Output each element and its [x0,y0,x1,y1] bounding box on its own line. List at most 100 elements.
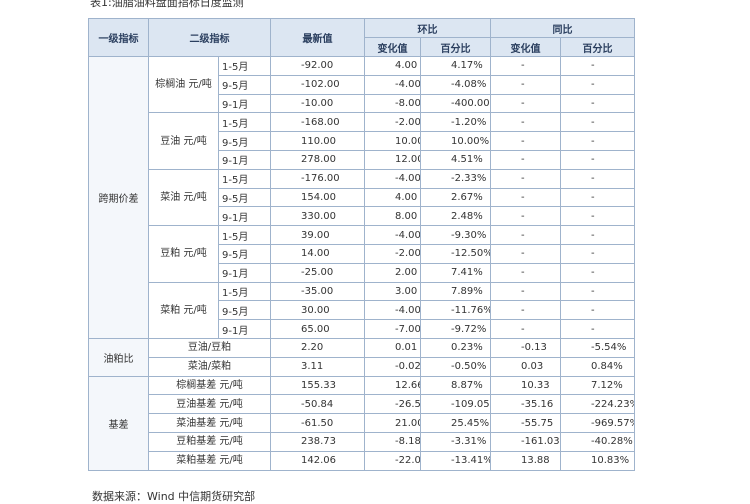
table-cell: 9-1月 [218,93,271,114]
table-cell: 基差 [88,375,149,471]
table-cell: -25.00 [270,262,365,283]
header-cell: 环比 [364,18,491,38]
table-row: 油粕比 豆油/豆粕 2.20 0.01 0.23% -0.13 -5.54% [88,337,635,377]
table-cell: -13.41% [420,450,491,471]
table-cell: -10.00 [270,93,365,114]
table-cell: 12.66 [364,375,421,396]
table-row: 菜油/菜粕 3.11 -0.02 -0.50% 0.03 0.84% [89,356,635,377]
table-cell: 65.00 [270,319,365,339]
table-row: 菜粕 元/吨 1-5月 -35.00 3.00 7.89% - - [89,281,635,339]
table-cell: - [560,93,635,114]
table-cell: 9-5月 [218,131,271,151]
table-cell: - [560,319,635,339]
table-cell: - [560,243,635,264]
table-row: 9-1月 330.00 8.00 2.48% - - [89,206,635,227]
table-cell: 跨期价差 [88,56,149,339]
table-cell: 9-5月 [218,243,271,264]
table-cell: - [560,74,635,95]
table-cell: -2.00 [364,243,421,264]
header-cell: 同比 [490,18,635,38]
table-cell: -0.13 [490,337,561,358]
table-cell: 棕榈基差 元/吨 [148,375,271,396]
table-cell: - [490,93,561,114]
table-cell: 9-1月 [218,319,271,339]
table-cell: -5.54% [560,337,635,358]
table-cell: -7.00 [364,319,421,339]
table-cell: -4.08% [420,74,491,95]
table-cell: -22.00 [364,450,421,471]
table-cell: 菜油/菜粕 [148,356,271,377]
table-cell: - [490,74,561,95]
table-cell: 10.00 [364,131,421,151]
table-cell: 菜粕 元/吨 [148,281,219,339]
table-cell: -35.16 [490,394,561,415]
table-cell: -1.20% [420,112,491,133]
doc-title: 表1:油脂油料盘面指标日度监测 [90,0,244,9]
table-cell: - [490,300,561,321]
table-cell: -0.02 [364,356,421,377]
table-cell: -224.23% [560,394,635,415]
table-cell: - [560,225,635,245]
table-cell: 10.33 [490,375,561,396]
table-cell: 2.48% [420,206,491,227]
table-cell: 9-5月 [218,300,271,321]
table-cell: 7.89% [420,281,491,302]
table-cell: - [490,131,561,151]
table-row: 9-1月-10.00-8.00-400.00%-- [89,93,635,114]
table-row: 跨期价差 棕榈油 元/吨 1-5月 -92.00 4.00 4.17% - - [88,55,635,339]
table-cell: 1-5月 [218,281,271,302]
table-cell: 8.00 [364,206,421,227]
table-cell: -8.18 [364,431,421,452]
table-cell: -26.52 [364,394,421,415]
table-cell: 330.00 [270,206,365,227]
table-cell: 1-5月 [218,112,271,133]
table-cell: 2.20 [270,337,365,358]
table-cell: -12.50% [420,243,491,264]
table-cell: 154.00 [270,187,365,208]
table-cell: - [560,149,635,170]
table-cell: 菜油基差 元/吨 [148,413,271,433]
table-cell: - [560,206,635,227]
table-row: 豆油 元/吨 1-5月 -168.00 -2.00 -1.20% - - [89,112,635,170]
table-cell: - [490,168,561,189]
table-cell: 9-1月 [218,262,271,283]
table-cell: 1-5月 [218,56,271,76]
table-cell: - [560,187,635,208]
table-cell: - [560,131,635,151]
table-cell: - [490,281,561,302]
table-cell: -50.84 [270,394,365,415]
table-cell: 4.00 [364,56,421,76]
table-cell: 4.51% [420,149,491,170]
table-cell: -4.00 [364,168,421,189]
table-row: 豆粕 元/吨 1-5月 39.00 -4.00 -9.30% - - [89,225,635,283]
table-cell: 9-5月 [218,187,271,208]
table-cell: 9-1月 [218,149,271,170]
table-row: 豆油基差 元/吨-50.84-26.52-109.05%-35.16-224.2… [89,394,635,415]
table-cell: 4.17% [420,56,491,76]
table-cell: 豆油 元/吨 [148,112,219,170]
table-cell: - [560,112,635,133]
table-cell: 25.45% [420,413,491,433]
table-cell: -35.00 [270,281,365,302]
table-cell: 豆油/豆粕 [148,337,271,358]
table-cell: -168.00 [270,112,365,133]
table-cell: -109.05% [420,394,491,415]
table-cell: 278.00 [270,149,365,170]
table-cell: - [490,206,561,227]
table-cell: - [560,168,635,189]
table-cell: 棕榈油 元/吨 [148,55,219,114]
table-cell: - [490,56,561,76]
table-cell: -9.30% [420,225,491,245]
table-cell: 238.73 [270,431,365,452]
table-cell: 7.41% [420,262,491,283]
table-cell: - [490,225,561,245]
table-cell: -969.57% [560,413,635,433]
table-cell: - [490,112,561,133]
table-cell: - [560,56,635,76]
table-row: 9-5月 154.00 4.00 2.67% - - [89,187,635,208]
header-cell: 一级指标 [88,18,149,57]
header-cell: 二级指标 [148,18,271,57]
